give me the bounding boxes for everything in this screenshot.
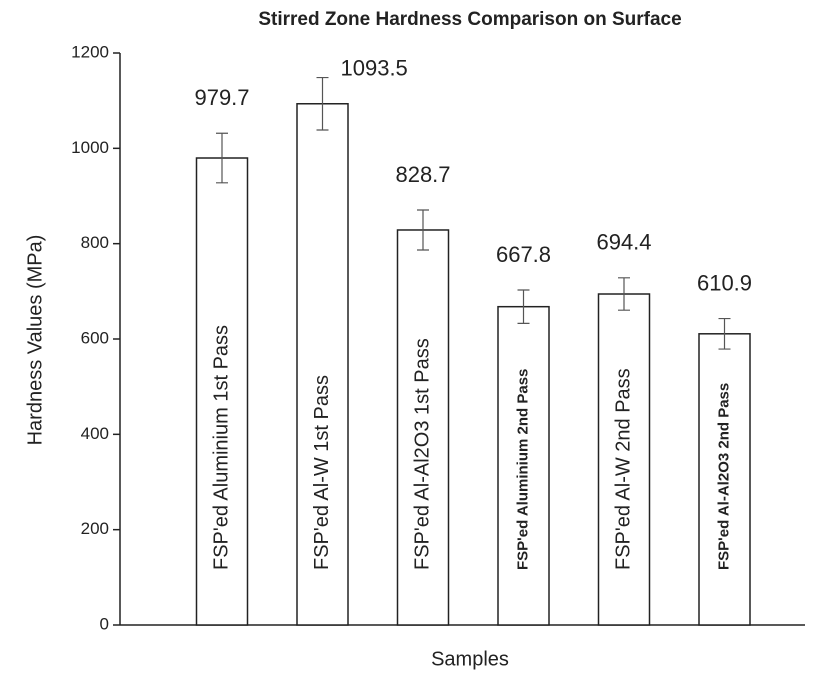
category-label: FSP'ed Al-Al2O3 1st Pass — [411, 338, 433, 570]
bar — [195, 157, 249, 626]
value-label: 828.7 — [395, 162, 450, 187]
category-label: FSP'ed Aluminium 1st Pass — [210, 325, 232, 570]
y-tick-label: 600 — [81, 328, 109, 347]
value-label: 667.8 — [496, 242, 551, 267]
y-tick-label: 400 — [81, 424, 109, 443]
error-bar — [718, 317, 731, 350]
value-label: 979.7 — [194, 85, 249, 110]
value-label: 1093.5 — [341, 55, 408, 80]
y-tick-label: 800 — [81, 233, 109, 252]
error-bar — [517, 289, 530, 324]
error-bar — [417, 209, 429, 251]
bar — [597, 293, 651, 626]
y-tick-label: 1000 — [71, 138, 109, 157]
value-label: 610.9 — [697, 270, 752, 295]
error-bar — [316, 76, 329, 131]
category-label: FSP'ed Al-Al2O3 2nd Pass — [715, 383, 732, 570]
y-tick-label: 1200 — [71, 42, 109, 61]
category-label: FSP'ed Al-W 1st Pass — [311, 375, 333, 570]
y-axis-label: Hardness Values (MPa) — [24, 235, 46, 446]
bar — [698, 333, 751, 626]
x-axis-label: Samples — [431, 648, 509, 670]
y-tick-label: 0 — [100, 614, 109, 633]
category-label: FSP'ed Aluminium 2nd Pass — [514, 369, 531, 570]
y-tick-label: 200 — [81, 519, 109, 538]
value-label: 694.4 — [596, 230, 651, 255]
category-label: FSP'ed Al-W 2nd Pass — [612, 368, 634, 570]
chart-title: Stirred Zone Hardness Comparison on Surf… — [258, 9, 681, 30]
bar — [497, 305, 550, 626]
bar — [396, 229, 450, 626]
error-bar — [216, 132, 228, 184]
error-bar — [618, 277, 630, 311]
